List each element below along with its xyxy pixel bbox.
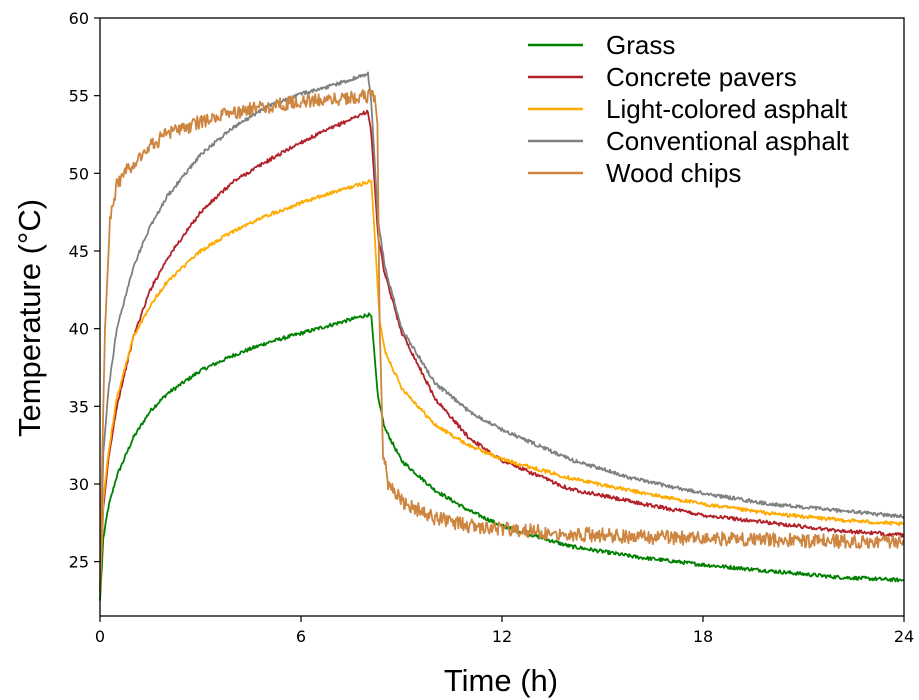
x-tick-label: 0 xyxy=(95,627,105,646)
y-tick-label: 60 xyxy=(69,9,89,28)
series-line-light-colored-asphalt xyxy=(99,179,905,593)
y-tick-label: 50 xyxy=(69,164,89,183)
y-tick-label: 55 xyxy=(69,87,89,106)
legend-label: Concrete pavers xyxy=(606,62,797,92)
x-tick-label: 6 xyxy=(296,627,306,646)
y-tick-label: 45 xyxy=(69,242,89,261)
x-tick-label: 18 xyxy=(693,627,713,646)
axes-layer: 0 6 12 18 24 25 30 35 40 45 50 55 60 xyxy=(69,9,915,646)
y-tick-label: 40 xyxy=(69,320,89,339)
y-tick-label: 25 xyxy=(69,553,89,572)
legend-label: Grass xyxy=(606,30,675,60)
legend-label: Conventional asphalt xyxy=(606,126,850,156)
legend-label: Light-colored asphalt xyxy=(606,94,848,124)
y-axis-title: Temperature (°C) xyxy=(12,199,47,437)
series-line-wood-chips xyxy=(99,88,905,593)
x-axis-title: Time (h) xyxy=(444,663,558,698)
y-tick-label: 35 xyxy=(69,397,89,416)
x-tick-label: 12 xyxy=(492,627,512,646)
series-line-conventional-asphalt xyxy=(99,71,905,593)
legend-label: Wood chips xyxy=(606,158,741,188)
x-tick-label: 24 xyxy=(894,627,914,646)
series-layer xyxy=(99,71,905,601)
y-tick-label: 30 xyxy=(69,475,89,494)
